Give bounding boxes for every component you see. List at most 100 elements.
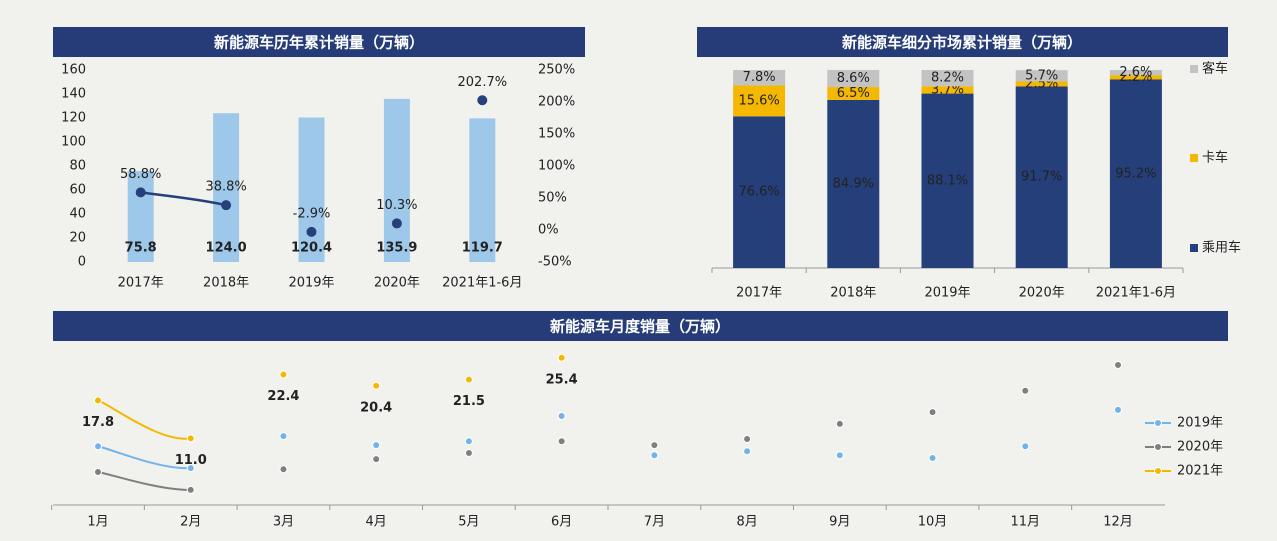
legend-swatch xyxy=(1190,65,1198,73)
line xyxy=(97,399,191,440)
segment-label: 6.5% xyxy=(837,86,870,101)
point xyxy=(650,441,659,450)
line xyxy=(140,191,227,207)
x-tick-label: 2020年 xyxy=(374,276,420,291)
bar xyxy=(298,117,325,263)
point xyxy=(391,218,402,229)
x-tick-label: 2021年1-6月 xyxy=(442,276,522,291)
line-value-label: 58.8% xyxy=(120,167,161,182)
x-tick-label: 12月 xyxy=(1103,515,1133,530)
bar-value-label: 119.7 xyxy=(462,241,503,256)
point xyxy=(557,412,566,420)
point xyxy=(372,441,381,450)
bar-segment xyxy=(733,116,786,268)
point xyxy=(94,442,102,451)
point xyxy=(186,434,195,443)
point xyxy=(835,419,844,428)
line xyxy=(97,471,191,491)
point xyxy=(279,432,288,441)
x-tick-label: 2017年 xyxy=(736,286,782,301)
legend-label: 2020年 xyxy=(1177,440,1223,455)
line-value-label: 202.7% xyxy=(458,75,508,90)
legend-marker xyxy=(1154,419,1162,427)
point xyxy=(743,434,752,443)
point-value-label: 17.8 xyxy=(82,415,114,430)
bar-segment xyxy=(827,70,880,88)
x-tick-label: 2021年1-6月 xyxy=(1096,286,1176,301)
y-tick-label: 120 xyxy=(61,111,86,126)
x-tick-label: 8月 xyxy=(736,515,757,530)
y-tick-label: 20 xyxy=(69,231,86,246)
header-bar xyxy=(53,311,1228,341)
segment-label: 5.7% xyxy=(1025,68,1058,83)
header-bar xyxy=(53,27,585,57)
bar xyxy=(213,113,240,262)
chart-title: 新能源车月度销量（万辆） xyxy=(550,318,730,336)
y2-tick-label: 50% xyxy=(538,191,567,206)
bar-value-label: 75.8 xyxy=(125,241,157,256)
point xyxy=(464,437,473,446)
x-tick-label: 3月 xyxy=(273,515,294,530)
legend-label: 2021年 xyxy=(1177,464,1223,479)
point-value-label: 25.4 xyxy=(546,372,578,387)
line-value-label: 10.3% xyxy=(376,198,417,213)
point xyxy=(835,451,844,460)
bar xyxy=(127,171,154,262)
point-value-label: 21.5 xyxy=(453,394,485,409)
segment-label: 76.6% xyxy=(738,185,779,200)
legend-label: 乘用车 xyxy=(1202,240,1241,256)
bar-segment xyxy=(1015,86,1068,269)
bar-segment xyxy=(733,85,786,117)
segment-label: 15.6% xyxy=(738,93,779,108)
segment-label: 2.6% xyxy=(1119,65,1152,80)
point-value-label: 22.4 xyxy=(267,389,299,404)
y-tick-label: 40 xyxy=(69,207,86,222)
point xyxy=(221,200,232,211)
bar-value-label: 135.9 xyxy=(376,241,417,256)
x-tick-label: 4月 xyxy=(366,515,387,530)
bar-segment xyxy=(921,93,974,268)
line xyxy=(97,445,191,470)
point xyxy=(1114,361,1122,370)
y2-tick-label: 250% xyxy=(538,63,575,78)
legend-marker xyxy=(1154,467,1162,475)
bar-segment xyxy=(827,87,880,100)
legend-swatch xyxy=(1190,244,1198,252)
x-tick-label: 2018年 xyxy=(203,276,249,291)
point xyxy=(186,464,195,473)
y2-tick-label: 0% xyxy=(538,223,559,238)
point xyxy=(477,95,488,106)
bar-segment xyxy=(921,70,974,87)
segment-label: 88.1% xyxy=(927,173,968,188)
x-tick-label: 2020年 xyxy=(1019,286,1065,301)
point xyxy=(1021,386,1030,395)
bar xyxy=(469,118,496,262)
point xyxy=(557,353,566,362)
point xyxy=(1021,442,1030,451)
point xyxy=(279,370,288,379)
point-value-label: 20.4 xyxy=(360,400,392,415)
x-tick-label: 10月 xyxy=(918,515,948,530)
bar-segment xyxy=(827,99,880,268)
x-tick-label: 2019年 xyxy=(924,286,970,301)
segment-label: 7.8% xyxy=(743,70,776,85)
point xyxy=(464,448,473,457)
bar xyxy=(383,98,410,262)
x-tick-label: 5月 xyxy=(458,515,479,530)
point xyxy=(650,451,659,460)
x-tick-label: 9月 xyxy=(829,515,850,530)
segment-label: 91.7% xyxy=(1021,170,1062,185)
segment-label: 8.2% xyxy=(931,71,964,86)
x-tick-label: 2018年 xyxy=(830,286,876,301)
point xyxy=(928,454,937,462)
y-tick-label: 140 xyxy=(61,87,86,102)
point xyxy=(135,187,146,198)
segment-label: 84.9% xyxy=(833,176,874,191)
point-value-label: 11.0 xyxy=(175,453,207,468)
x-tick-label: 1月 xyxy=(87,515,108,530)
x-tick-label: 2019年 xyxy=(288,276,334,291)
point xyxy=(186,485,195,494)
y-tick-label: 0 xyxy=(78,255,86,270)
legend-label: 客车 xyxy=(1202,61,1228,77)
